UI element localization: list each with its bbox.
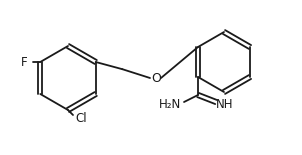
Text: Cl: Cl (75, 113, 87, 126)
Text: H₂N: H₂N (159, 98, 181, 111)
Text: O: O (151, 71, 161, 84)
Text: F: F (21, 55, 27, 69)
Text: NH: NH (216, 98, 234, 111)
